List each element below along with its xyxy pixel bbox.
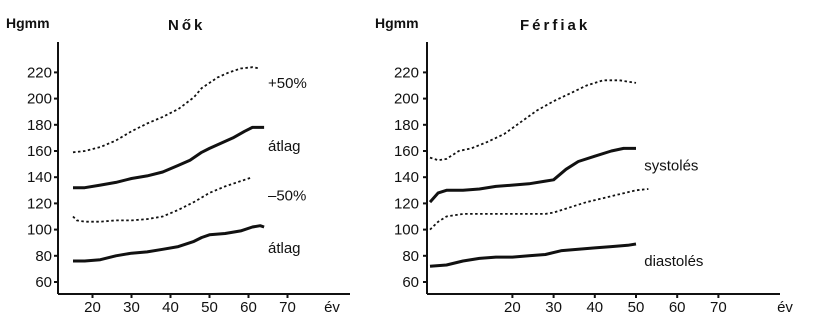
x-tick-label: 30 — [123, 299, 140, 316]
y-tick-label: 60 — [35, 274, 52, 291]
y-tick-label: 100 — [27, 222, 52, 239]
y-tick-label: 160 — [394, 143, 419, 160]
x-tick-label: 40 — [586, 299, 603, 316]
y-tick-label: 80 — [35, 248, 52, 265]
x-axis-label: év — [324, 299, 340, 316]
series-line-3 — [73, 224, 265, 263]
x-tick-label: 70 — [279, 299, 296, 316]
series-annotation: átlag — [268, 240, 301, 257]
y-tick-label: 160 — [27, 143, 52, 160]
y-tick-label: 80 — [402, 248, 419, 265]
y-tick-label: 140 — [27, 169, 52, 186]
x-tick-label: 20 — [504, 299, 521, 316]
x-tick-label: 20 — [84, 299, 101, 316]
series-annotation: átlag — [268, 138, 301, 155]
chart-title: Nők — [168, 17, 205, 34]
series-annotation: –50% — [268, 188, 306, 205]
series-annotation: systolés — [644, 157, 698, 174]
y-tick-label: 120 — [27, 195, 52, 212]
x-axis-label: év — [777, 299, 793, 316]
y-tick-label: 60 — [402, 274, 419, 291]
chart-men: Férfiak Hgmm 60 80 100 120 140 160 180 200 220 20 30… — [375, 15, 793, 316]
series-line-2 — [72, 176, 253, 223]
series-line-3 — [429, 242, 637, 268]
series-annotation: +50% — [268, 75, 307, 92]
x-tick-label: 30 — [545, 299, 562, 316]
y-tick-label: 220 — [27, 64, 52, 81]
y-tick-label: 120 — [394, 195, 419, 212]
series-line-1 — [428, 146, 636, 204]
series-annotation: diastolés — [644, 253, 703, 270]
y-tick-label: 200 — [27, 91, 52, 108]
chart-title: Férfiak — [520, 17, 590, 34]
y-tick-label: 200 — [394, 91, 419, 108]
y-tick-label: 220 — [394, 64, 419, 81]
x-tick-label: 70 — [710, 299, 727, 316]
series-line-2 — [429, 188, 649, 231]
x-tick-label: 60 — [669, 299, 686, 316]
y-tick-label: 140 — [394, 169, 419, 186]
y-tick-label: 100 — [394, 222, 419, 239]
y-axis-label: Hgmm — [6, 15, 50, 31]
series-line-0 — [72, 66, 261, 154]
y-tick-label: 180 — [27, 117, 52, 134]
x-tick-label: 40 — [162, 299, 179, 316]
series-line-1 — [73, 125, 265, 190]
chart-women: Nők Hgmm 60 80 100 120 140 160 180 200 220 20 30 40 50… — [6, 15, 350, 316]
y-tick-label: 180 — [394, 117, 419, 134]
x-tick-label: 50 — [201, 299, 218, 316]
x-tick-label: 50 — [628, 299, 645, 316]
x-tick-label: 60 — [240, 299, 257, 316]
series-line-0 — [429, 79, 637, 162]
y-axis-label: Hgmm — [375, 15, 419, 31]
